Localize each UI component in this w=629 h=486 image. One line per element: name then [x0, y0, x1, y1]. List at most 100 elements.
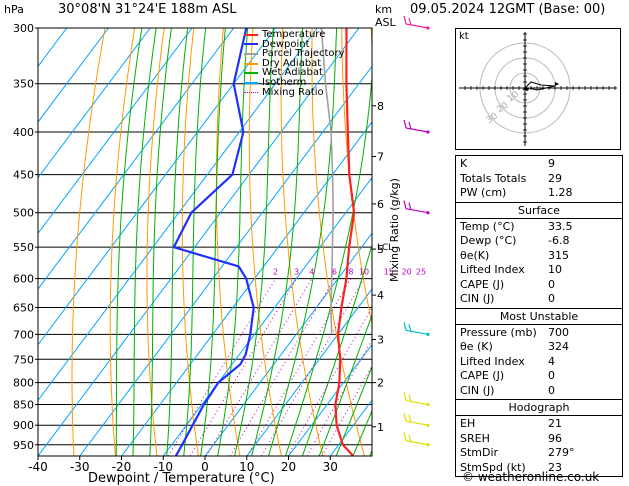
hodograph-stats-title: Hodograph: [456, 400, 622, 416]
x-tick-label: -10: [153, 460, 173, 474]
dry-adiabat-line: [215, 28, 241, 456]
x-tick-label: -20: [112, 460, 132, 474]
most-unstable-title: Most Unstable: [456, 309, 622, 325]
most-unstable-block: Most Unstable Pressure (mb) 700 θe (K) 324 L…: [456, 309, 622, 400]
wet-adiabat-line: [234, 28, 274, 456]
mixing-ratio-axis-title: Mixing Ratio (g/kg): [388, 178, 401, 282]
mixing-ratio-label: 4: [309, 268, 314, 277]
x-tick-label: 20: [281, 460, 296, 474]
mixing-ratio-line: [189, 278, 297, 456]
dry-adiabat-line: [146, 28, 165, 456]
legend-label: Dry Adiabat: [262, 57, 322, 69]
stat-key: Lifted Index: [460, 263, 525, 276]
wet-adiabat-line: [132, 28, 157, 456]
pressure-tick-label: 700: [13, 328, 34, 341]
mixing-ratio-label: 6: [332, 268, 337, 277]
wind-barb: [403, 432, 430, 447]
wet-adiabat-line: [183, 28, 207, 456]
mixing-ratio-label: 3: [294, 268, 299, 277]
legend-swatch: [244, 52, 258, 55]
legend-item: Wet Adiabat: [244, 68, 345, 78]
legend-item: Dry Adiabat: [244, 57, 345, 69]
wet-adiabat-line: [166, 28, 189, 456]
legend-item: Dewpoint: [244, 39, 345, 50]
x-tick-label: 30: [323, 460, 338, 474]
stat-value: 23: [548, 460, 562, 474]
stat-value: 700: [548, 325, 569, 339]
stat-value: 0: [548, 277, 555, 291]
stat-row: StmDir 279°: [456, 446, 622, 461]
stat-row: PW (cm) 1.28: [456, 186, 622, 201]
mixing-ratio-line: [229, 278, 335, 456]
legend-item: Parcel Trajectory: [244, 49, 345, 59]
isotherm-line: [38, 28, 109, 123]
stat-row: CAPE (J) 0: [456, 369, 622, 384]
mixing-ratio-line: [306, 338, 372, 456]
stat-row: StmSpd (kt) 23: [456, 461, 622, 476]
stat-key: Dewp (°C): [460, 234, 517, 247]
stat-key: CAPE (J): [460, 369, 505, 382]
stat-key: Temp (°C): [460, 219, 515, 233]
stat-key: θe(K): [460, 248, 490, 262]
asl-unit-label: ASL: [375, 16, 396, 29]
copyright: © weatheronline.co.uk: [462, 470, 600, 484]
hodograph-block: Hodograph EH 21 SREH 96 StmDir 279° StmSpd (kt…: [456, 400, 622, 476]
km-tick-label: 5: [377, 243, 384, 256]
series-line-dewpoint: [172, 28, 255, 456]
x-tick-label: 0: [201, 460, 209, 474]
location-title: 30°08'N 31°24'E 188m ASL: [58, 2, 237, 17]
stat-key: EH: [460, 417, 476, 430]
hpa-unit-label: hPa: [4, 3, 24, 16]
pressure-tick-label: 600: [13, 273, 34, 286]
stat-row: CIN (J) 0: [456, 384, 622, 399]
lcl-label: LCL: [377, 243, 393, 253]
isotherm-line: [38, 28, 360, 456]
pressure-tick-label: 550: [13, 241, 34, 254]
pressure-tick-label: 850: [13, 399, 34, 412]
stat-key: Lifted Index: [460, 354, 525, 368]
wind-barb: [403, 413, 430, 427]
km-tick-label: 7: [377, 150, 384, 163]
pressure-tick-label: 300: [13, 22, 34, 35]
pressure-tick-label: 400: [13, 126, 34, 139]
legend-item: Temperature: [244, 30, 345, 40]
wind-barb: [403, 119, 430, 134]
stat-key: K: [460, 157, 468, 170]
wet-adiabat-line: [352, 409, 372, 456]
stat-value: 0: [548, 383, 555, 397]
stat-value: 33.5: [548, 219, 573, 233]
km-tick-label: 4: [377, 289, 384, 302]
legend-item: Mixing Ratio: [244, 86, 345, 98]
legend-swatch: [244, 43, 258, 46]
x-axis-title: Dewpoint / Temperature (°C): [88, 471, 275, 486]
pressure-tick-label: 500: [13, 207, 34, 220]
stat-value: 0: [548, 369, 555, 382]
dry-adiabat-line: [401, 28, 455, 456]
hodograph-arrow: [555, 82, 559, 86]
series-line-temperature: [334, 28, 356, 456]
legend-item: Isotherm: [244, 78, 345, 88]
legend-label: Mixing Ratio: [262, 86, 324, 98]
mixing-ratio-line: [247, 278, 352, 456]
stat-key: CIN (J): [460, 383, 495, 397]
hodograph-trace: [522, 81, 556, 91]
stat-row: θe(K) 315: [456, 249, 622, 264]
legend-label: Wet Adiabat: [262, 67, 323, 79]
wet-adiabat-line: [251, 28, 304, 456]
stat-key: Totals Totals: [460, 171, 527, 185]
stat-row: Lifted Index 10: [456, 263, 622, 278]
wind-barb: [403, 15, 430, 30]
pressure-tick-label: 350: [13, 78, 34, 91]
pressure-tick-label: 950: [13, 439, 34, 452]
km-tick-label: 1: [377, 421, 384, 434]
stat-row: CIN (J) 0: [456, 292, 622, 307]
mixing-ratio-label: 2: [273, 268, 278, 277]
legend-label: Temperature: [262, 29, 326, 40]
stat-row: Pressure (mb) 700: [456, 326, 622, 341]
stats-top-block: K 9 Totals Totals 29 PW (cm) 1.28: [456, 156, 622, 203]
isotherm-line: [414, 28, 455, 456]
isotherm-line: [121, 121, 372, 456]
stat-row: SREH 96: [456, 432, 622, 447]
